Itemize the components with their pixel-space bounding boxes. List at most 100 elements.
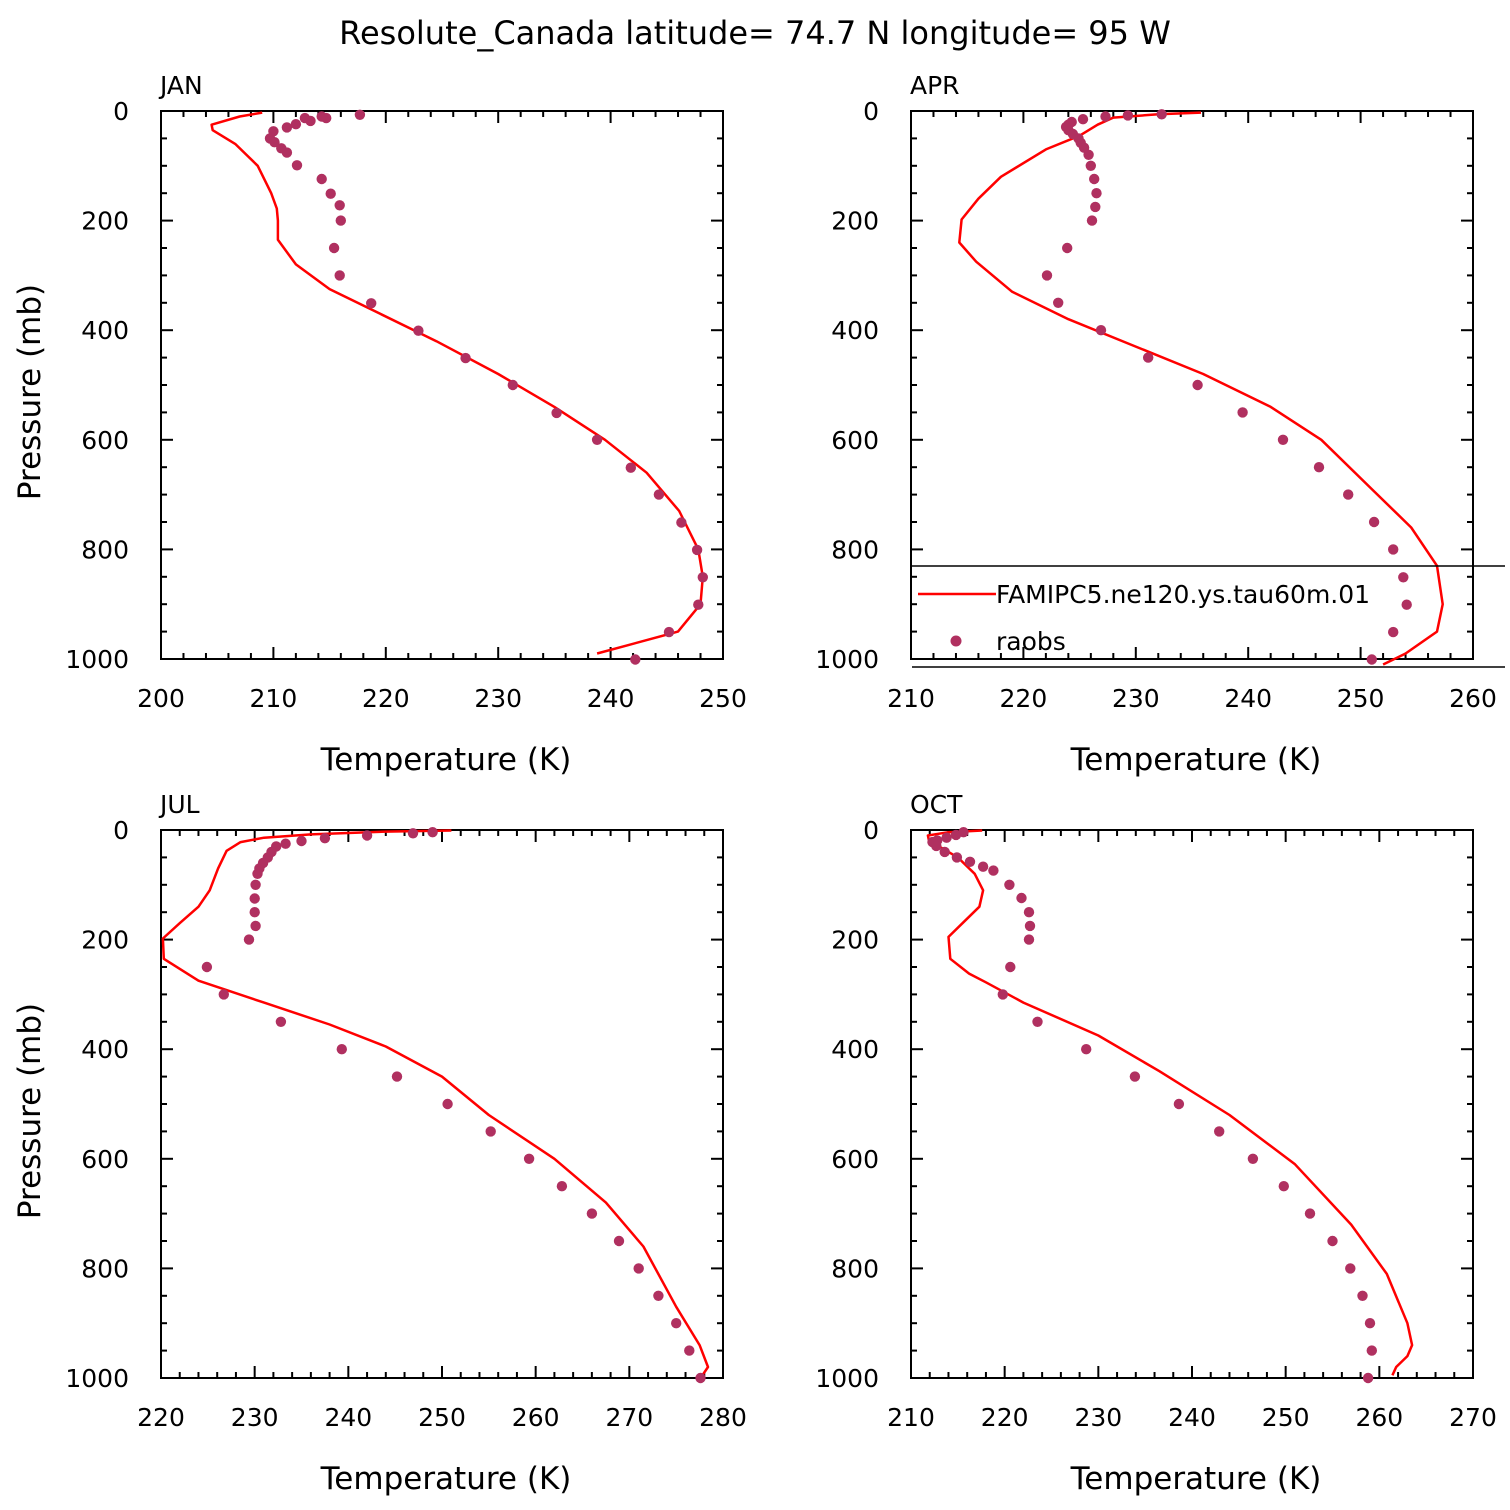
raobs-point-jan <box>591 434 603 445</box>
raobs-point-jan <box>290 119 302 130</box>
x-tick-label-jan: 250 <box>699 684 747 713</box>
raobs-point-oct <box>1357 1290 1368 1302</box>
x-tick-label-jan: 200 <box>137 684 185 713</box>
raobs-point-apr <box>1122 110 1134 121</box>
raobs-point-jul <box>252 868 263 879</box>
raobs-point-jul <box>319 833 331 844</box>
raobs-point-oct <box>1173 1098 1185 1110</box>
raobs-point-jul <box>523 1153 535 1165</box>
raobs-point-jan <box>316 173 327 185</box>
raobs-point-jan <box>551 407 562 419</box>
raobs-point-oct <box>1005 961 1016 973</box>
y-tick-label-jul: 600 <box>81 1145 129 1174</box>
raobs-point-jan <box>299 112 311 124</box>
raobs-point-jul <box>586 1208 598 1219</box>
raobs-point-jul <box>296 835 307 847</box>
panel-title-jul: JUL <box>158 790 200 819</box>
x-tick-label-oct: 230 <box>1074 1403 1122 1432</box>
x-tick-label-oct: 210 <box>887 1403 935 1432</box>
raobs-point-oct <box>941 832 952 843</box>
x-tick-label-jul: 280 <box>699 1403 747 1432</box>
x-tick-label-jan: 210 <box>250 684 298 713</box>
raobs-point-jul <box>275 1016 287 1027</box>
y-tick-label-jul: 800 <box>81 1254 129 1283</box>
y-tick-label-jul: 0 <box>113 816 129 845</box>
plot-frame-apr <box>910 110 1474 660</box>
x-tick-label-oct: 270 <box>1449 1403 1497 1432</box>
y-tick-label-oct: 600 <box>831 1145 879 1174</box>
raobs-point-jul <box>427 827 438 838</box>
raobs-point-jul <box>250 920 261 932</box>
raobs-point-oct <box>950 829 962 841</box>
raobs-point-apr <box>1100 111 1111 122</box>
raobs-point-oct <box>1366 1345 1378 1356</box>
raobs-point-apr <box>1401 599 1412 610</box>
raobs-point-jul <box>613 1235 625 1247</box>
legend: FAMIPC5.ne120.ys.tau60m.01 raobs <box>912 565 1505 668</box>
raobs-point-apr <box>1343 489 1354 500</box>
raobs-point-jul <box>336 1044 347 1055</box>
y-tick-label-oct: 800 <box>831 1254 879 1283</box>
raobs-point-jan <box>693 599 704 610</box>
raobs-point-oct <box>988 865 999 876</box>
raobs-point-jul <box>218 989 229 1000</box>
panel-jul: JUL 220 230 240 250 260 270 280 0 200 400 600 800 100… <box>12 790 747 1497</box>
raobs-point-jul <box>633 1263 644 1274</box>
raobs-point-apr <box>1085 160 1097 171</box>
x-tick-label-oct: 250 <box>1262 1403 1310 1432</box>
raobs-point-jan <box>269 137 280 148</box>
raobs-point-jan <box>697 572 708 583</box>
y-tick-label-jan: 0 <box>113 97 129 126</box>
raobs-point-jul <box>250 879 261 890</box>
raobs-point-jan <box>676 517 687 528</box>
raobs-point-oct <box>1247 1153 1259 1165</box>
raobs-point-apr <box>1388 544 1399 555</box>
x-axis-label-apr: Temperature (K) <box>1070 742 1322 778</box>
raobs-point-jul <box>556 1181 568 1192</box>
x-axis-label-oct: Temperature (K) <box>1070 1461 1322 1497</box>
raobs-point-oct <box>1214 1126 1225 1137</box>
y-tick-label-oct: 400 <box>831 1035 879 1064</box>
x-tick-label-jul: 260 <box>512 1403 560 1432</box>
x-tick-label-oct: 240 <box>1168 1403 1216 1432</box>
figure-title: Resolute_Canada latitude= 74.7 N longitu… <box>339 14 1171 52</box>
raobs-point-oct <box>964 856 976 867</box>
raobs-point-apr <box>1366 654 1378 665</box>
x-tick-label-jan: 240 <box>587 684 635 713</box>
raobs-point-apr <box>1398 572 1409 583</box>
x-tick-label-oct: 220 <box>981 1403 1029 1432</box>
x-tick-label-jan: 230 <box>474 684 522 713</box>
y-tick-label-jul: 1000 <box>65 1364 129 1393</box>
x-tick-label-apr: 220 <box>1000 684 1048 713</box>
raobs-point-oct <box>1081 1044 1092 1055</box>
raobs-point-apr <box>1143 352 1154 363</box>
model-line-oct <box>926 829 1414 1376</box>
raobs-point-jan <box>413 325 424 336</box>
raobs-point-jul <box>280 838 291 849</box>
y-tick-label-apr: 200 <box>831 207 879 236</box>
raobs-point-apr <box>1041 270 1053 281</box>
raobs-point-oct <box>1032 1016 1043 1027</box>
raobs-point-oct <box>1129 1071 1141 1082</box>
raobs-point-apr <box>1086 215 1098 226</box>
x-axis-label-jan: Temperature (K) <box>320 742 572 778</box>
raobs-point-apr <box>1192 379 1203 391</box>
raobs-point-jul <box>695 1372 706 1384</box>
raobs-point-oct <box>1023 907 1035 918</box>
x-tick-label-apr: 250 <box>1337 684 1385 713</box>
raobs-point-jul <box>249 893 260 904</box>
raobs-point-apr <box>1368 516 1380 528</box>
raobs-point-oct <box>1327 1235 1338 1247</box>
x-tick-label-oct: 260 <box>1355 1403 1403 1432</box>
panel-title-jan: JAN <box>158 71 203 100</box>
plot-frame-jul <box>160 829 724 1379</box>
raobs-point-oct <box>977 861 989 872</box>
model-line-jul <box>161 829 710 1376</box>
legend-obs-marker <box>950 635 962 647</box>
raobs-point-oct <box>1024 920 1036 932</box>
y-tick-label-apr: 1000 <box>815 645 879 674</box>
y-axis-label-jan: Pressure (mb) <box>12 284 48 500</box>
y-tick-label-oct: 200 <box>831 926 879 955</box>
y-tick-label-apr: 800 <box>831 535 879 564</box>
raobs-point-oct <box>939 846 950 858</box>
